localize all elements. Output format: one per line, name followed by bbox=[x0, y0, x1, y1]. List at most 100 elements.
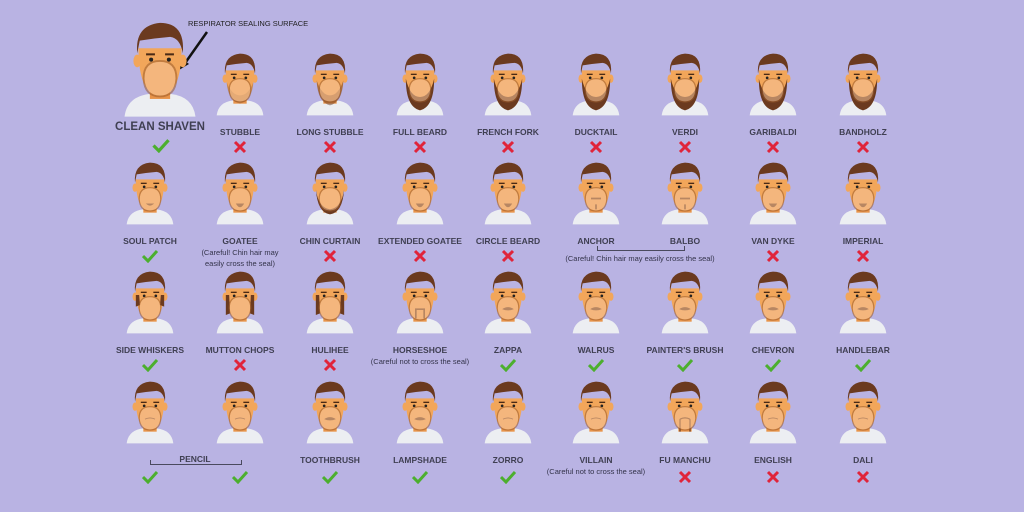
face-illustration-icon bbox=[126, 162, 174, 225]
face-illustration-icon bbox=[396, 53, 444, 116]
style-painter-s-brush: PAINTER'S BRUSH bbox=[630, 266, 740, 372]
style-english: ENGLISH bbox=[718, 376, 828, 484]
face-illustration-icon bbox=[306, 381, 354, 444]
style-label: BANDHOLZ bbox=[839, 127, 887, 137]
face-illustration-icon bbox=[396, 381, 444, 444]
clean-shaven-check-icon bbox=[152, 139, 170, 153]
style-label: LAMPSHADE bbox=[393, 455, 447, 465]
style-label: SIDE WHISKERS bbox=[115, 345, 184, 355]
style-pencil bbox=[185, 376, 295, 484]
style-label: LONG STUBBLE bbox=[296, 127, 364, 137]
style-label: PAINTER'S BRUSH bbox=[646, 345, 724, 355]
anchor-balbo-bracket bbox=[597, 246, 685, 251]
hulihee-cross-icon bbox=[323, 358, 337, 372]
face-illustration-icon bbox=[749, 271, 797, 334]
style-label: FU MANCHU bbox=[659, 455, 711, 465]
pencil-label: PENCIL bbox=[179, 454, 211, 464]
style-dali: DALI bbox=[808, 376, 918, 484]
ducktail-cross-icon bbox=[589, 140, 603, 154]
walrus-check-icon bbox=[588, 358, 604, 372]
face-illustration-icon bbox=[839, 53, 887, 116]
style-label: HULIHEE bbox=[311, 345, 349, 355]
long-stubble-cross-icon bbox=[323, 140, 337, 154]
face-illustration-icon bbox=[661, 381, 709, 444]
style-circle-beard: CIRCLE BEARD bbox=[453, 157, 563, 263]
face-illustration-icon bbox=[306, 53, 354, 116]
face-illustration-icon bbox=[484, 271, 532, 334]
style-zappa: ZAPPA bbox=[453, 266, 563, 372]
bandholz-cross-icon bbox=[856, 140, 870, 154]
zorro-check-icon bbox=[500, 470, 516, 484]
style-label: IMPERIAL bbox=[842, 236, 884, 246]
mutton-chops-cross-icon bbox=[233, 358, 247, 372]
style-label: VILLAIN bbox=[579, 455, 613, 465]
caution-note: (Careful not to cross the seal) bbox=[370, 357, 470, 366]
style-label: GARIBALDI bbox=[749, 127, 797, 137]
english-cross-icon bbox=[766, 470, 780, 484]
style-label: ENGLISH bbox=[754, 455, 792, 465]
style-label: MUTTON CHOPS bbox=[205, 345, 275, 355]
style-side-whiskers: SIDE WHISKERS bbox=[95, 266, 205, 372]
style-label: EXTENDED GOATEE bbox=[378, 236, 462, 246]
style-chevron: CHEVRON bbox=[718, 266, 828, 372]
face-illustration-icon bbox=[124, 22, 196, 117]
face-illustration-icon bbox=[216, 162, 264, 225]
full-beard-cross-icon bbox=[413, 140, 427, 154]
style-handlebar: HANDLEBAR bbox=[808, 266, 918, 372]
face-illustration-icon bbox=[306, 271, 354, 334]
van-dyke-cross-icon bbox=[766, 249, 780, 263]
caution-note: (Careful not to cross the seal) bbox=[546, 467, 646, 476]
style-imperial: IMPERIAL bbox=[808, 157, 918, 263]
face-illustration-icon bbox=[216, 53, 264, 116]
face-illustration-icon bbox=[572, 162, 620, 225]
style-label: ANCHOR bbox=[577, 236, 615, 246]
soul-patch-check-icon bbox=[142, 249, 158, 263]
pencil-bracket bbox=[150, 460, 242, 465]
style-label: STUBBLE bbox=[219, 127, 261, 137]
lampshade-check-icon bbox=[412, 470, 428, 484]
style-label: ZORRO bbox=[492, 455, 524, 465]
style-horseshoe: HORSESHOE (Careful not to cross the seal) bbox=[365, 266, 475, 366]
stubble-cross-icon bbox=[233, 140, 247, 154]
clean-shaven-label: CLEAN SHAVEN bbox=[115, 121, 205, 133]
style-hulihee: HULIHEE bbox=[275, 266, 385, 372]
style-goatee: GOATEE (Careful! Chin hair may easily cro… bbox=[185, 157, 295, 268]
extended-goatee-cross-icon bbox=[413, 249, 427, 263]
side-whiskers-check-icon bbox=[142, 358, 158, 372]
respirator-sealing-surface-annotation: RESPIRATOR SEALING SURFACE bbox=[188, 19, 309, 28]
style-label: CIRCLE BEARD bbox=[475, 236, 541, 246]
face-illustration-icon bbox=[216, 381, 264, 444]
face-illustration-icon bbox=[749, 53, 797, 116]
style-label: BALBO bbox=[669, 236, 701, 246]
pencil-check-icon bbox=[232, 470, 248, 484]
style-bandholz: BANDHOLZ bbox=[808, 48, 918, 154]
face-illustration-icon bbox=[216, 271, 264, 334]
style-full-beard: FULL BEARD bbox=[365, 48, 475, 154]
chin-curtain-cross-icon bbox=[323, 249, 337, 263]
style-mutton-chops: MUTTON CHOPS bbox=[185, 266, 295, 372]
french-fork-cross-icon bbox=[501, 140, 515, 154]
style-zorro: ZORRO bbox=[453, 376, 563, 484]
face-illustration-icon bbox=[661, 162, 709, 225]
style-label: VAN DYKE bbox=[751, 236, 795, 246]
face-illustration-icon bbox=[749, 381, 797, 444]
style-label: WALRUS bbox=[577, 345, 615, 355]
style-fu-manchu: FU MANCHU bbox=[630, 376, 740, 484]
style-ducktail: DUCKTAIL bbox=[541, 48, 651, 154]
face-illustration-icon bbox=[839, 271, 887, 334]
style-label: GOATEE bbox=[222, 236, 258, 246]
style-label: DALI bbox=[853, 455, 873, 465]
face-illustration-icon bbox=[661, 53, 709, 116]
style-label: ZAPPA bbox=[493, 345, 523, 355]
toothbrush-check-icon bbox=[322, 470, 338, 484]
face-illustration-icon bbox=[661, 271, 709, 334]
style-pencil bbox=[95, 376, 205, 484]
face-illustration-icon bbox=[839, 381, 887, 444]
painter-s-brush-check-icon bbox=[677, 358, 693, 372]
caution-note: (Careful! Chin hair may easily cross the… bbox=[201, 248, 279, 268]
style-walrus: WALRUS bbox=[541, 266, 651, 372]
face-illustration-icon bbox=[126, 271, 174, 334]
style-van-dyke: VAN DYKE bbox=[718, 157, 828, 263]
face-illustration-icon bbox=[839, 162, 887, 225]
face-illustration-icon bbox=[484, 381, 532, 444]
